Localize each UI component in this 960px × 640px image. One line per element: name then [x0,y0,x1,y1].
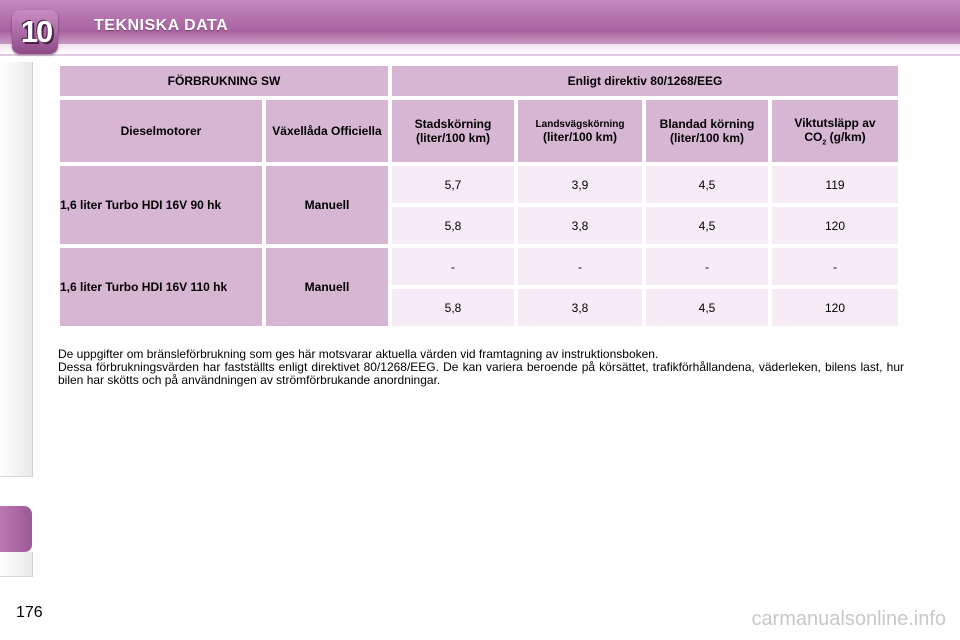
co2-value: 120 [772,289,898,326]
city-value: - [392,248,514,285]
column-header-co2: Viktutsläpp av CO2 (g/km) [772,100,898,162]
chapter-tab[interactable] [0,200,33,247]
chapter-badge [12,10,58,54]
highway-value: 3,9 [518,166,642,203]
co2-value: 119 [772,166,898,203]
column-header-engine: Dieselmotorer [60,100,262,162]
co2-value: 120 [772,207,898,244]
column-header-highway: Landsvägskörning (liter/100 km) [518,100,642,162]
chapter-tab[interactable] [0,430,33,477]
chapter-tab[interactable] [0,384,33,431]
note-paragraph-2: Dessa förbrukningsvärden har fastställts… [58,360,904,387]
column-header-co2-line1: Viktutsläpp av [794,115,876,130]
chapter-tabs [0,62,34,582]
city-value: 5,7 [392,166,514,203]
chapter-tab[interactable] [0,292,33,339]
mixed-value: 4,5 [646,289,768,326]
chapter-tab[interactable] [0,338,33,385]
highway-value: 3,8 [518,289,642,326]
chapter-number: 10 [20,14,53,49]
highway-value: - [518,248,642,285]
column-header-highway-bottom: (liter/100 km) [542,129,618,144]
city-value: 5,8 [392,289,514,326]
city-value: 5,8 [392,207,514,244]
column-header-city: Stadskörning (liter/100 km) [392,100,514,162]
chapter-tab[interactable] [0,62,33,109]
table-title-left: FÖRBRUKNING SW [60,66,388,96]
mixed-value: 4,5 [646,207,768,244]
chapter-tab[interactable] [0,246,33,293]
chapter-tab[interactable] [0,154,33,201]
watermark: carmanualsonline.info [751,608,946,630]
column-header-gearbox: Växellåda Officiella [266,100,388,162]
engine-label: 1,6 liter Turbo HDI 16V 90 hk [60,166,262,244]
column-header-co2-line2: CO2 (g/km) [804,129,866,147]
engine-label: 1,6 liter Turbo HDI 16V 110 hk [60,248,262,326]
mixed-value: 4,5 [646,166,768,203]
co2-value: - [772,248,898,285]
highway-value: 3,8 [518,207,642,244]
page-title: TEKNISKA DATA [94,17,229,34]
table-title-right: Enligt direktiv 80/1268/EEG [392,66,898,96]
chapter-tab-active[interactable] [0,506,32,553]
chapter-tab[interactable] [0,552,33,577]
consumption-table: FÖRBRUKNING SW Enligt direktiv 80/1268/E… [56,62,902,330]
column-header-highway-top: Landsvägskörning [535,118,625,130]
chapter-tab[interactable] [0,108,33,155]
gearbox-label: Manuell [266,248,388,326]
page-number: 176 [16,604,43,621]
column-header-mixed: Blandad körning (liter/100 km) [646,100,768,162]
mixed-value: - [646,248,768,285]
consumption-note: De uppgifter om bränsleförbrukning som g… [58,348,904,387]
gearbox-label: Manuell [266,166,388,244]
note-paragraph-1: De uppgifter om bränsleförbrukning som g… [58,347,659,361]
header-stripe [0,44,960,54]
